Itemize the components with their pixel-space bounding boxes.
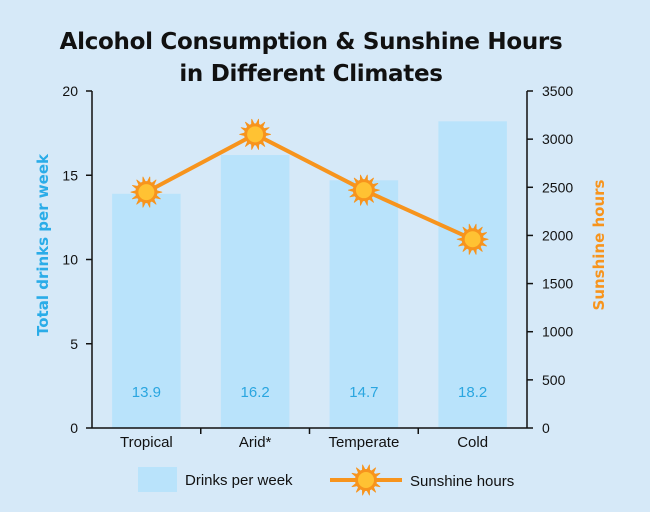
left-ticks-layer: 0 5 10 15 20	[62, 83, 92, 436]
right-tick-label-6: 3000	[542, 131, 573, 147]
bars-layer	[112, 121, 507, 428]
sun-marker-icon-2	[347, 174, 380, 206]
sun-marker-icon-1	[239, 118, 272, 150]
left-tick-label-2: 10	[62, 252, 78, 268]
right-tick-label-5: 2500	[542, 179, 573, 195]
right-tick-label-4: 2000	[542, 227, 573, 243]
right-tick-label-3: 1500	[542, 276, 573, 292]
x-tick-label-0: Tropical	[120, 434, 173, 451]
bar-1	[220, 155, 290, 428]
legend-bar-label: Drinks per week	[185, 472, 293, 489]
legend-line-label: Sunshine hours	[410, 473, 514, 490]
bar-value-label-0: 13.9	[132, 384, 161, 401]
sun-marker-icon-3	[456, 223, 489, 255]
bar-labels-layer: 13.9 16.2 14.7 18.2	[132, 384, 487, 401]
bar-0	[112, 193, 181, 428]
markers-layer	[130, 118, 489, 255]
sunshine-line	[145, 132, 474, 242]
bar-3	[438, 121, 507, 428]
x-ticks-layer: Tropical Arid* Temperate Cold	[120, 428, 488, 451]
y2-axis-title: Sunshine hours	[590, 179, 608, 310]
right-tick-label-2: 1000	[542, 324, 573, 340]
x-tick-label-2: Temperate	[328, 434, 399, 451]
right-tick-label-7: 3500	[542, 83, 573, 99]
chart-title-line-2: in Different Climates	[179, 61, 442, 87]
left-tick-label-4: 20	[62, 83, 78, 99]
y-axis-title: Total drinks per week	[34, 153, 52, 336]
left-tick-label-3: 15	[62, 167, 78, 183]
legend-bar-swatch	[138, 467, 177, 492]
bar-value-label-1: 16.2	[241, 384, 270, 401]
legend-sun-icon	[350, 464, 382, 496]
sun-marker-icon-0	[130, 176, 163, 208]
right-tick-label-1: 500	[542, 372, 566, 388]
left-tick-label-1: 5	[70, 336, 78, 352]
legend: Drinks per week Sunshine hours	[138, 464, 514, 496]
x-tick-label-1: Arid*	[239, 434, 272, 451]
right-tick-label-0: 0	[542, 420, 550, 436]
bar-value-label-3: 18.2	[458, 384, 487, 401]
left-tick-label-0: 0	[70, 420, 78, 436]
line-layer	[145, 132, 474, 242]
x-tick-label-3: Cold	[457, 434, 488, 451]
bar-value-label-2: 14.7	[349, 384, 378, 401]
chart-title-line-1: Alcohol Consumption & Sunshine Hours	[60, 29, 563, 55]
right-ticks-layer: 0 500 1000 1500 2000 2500 3000 3500	[527, 83, 573, 436]
legend-sun-marker-icon	[350, 464, 382, 496]
bar-2	[329, 180, 399, 428]
